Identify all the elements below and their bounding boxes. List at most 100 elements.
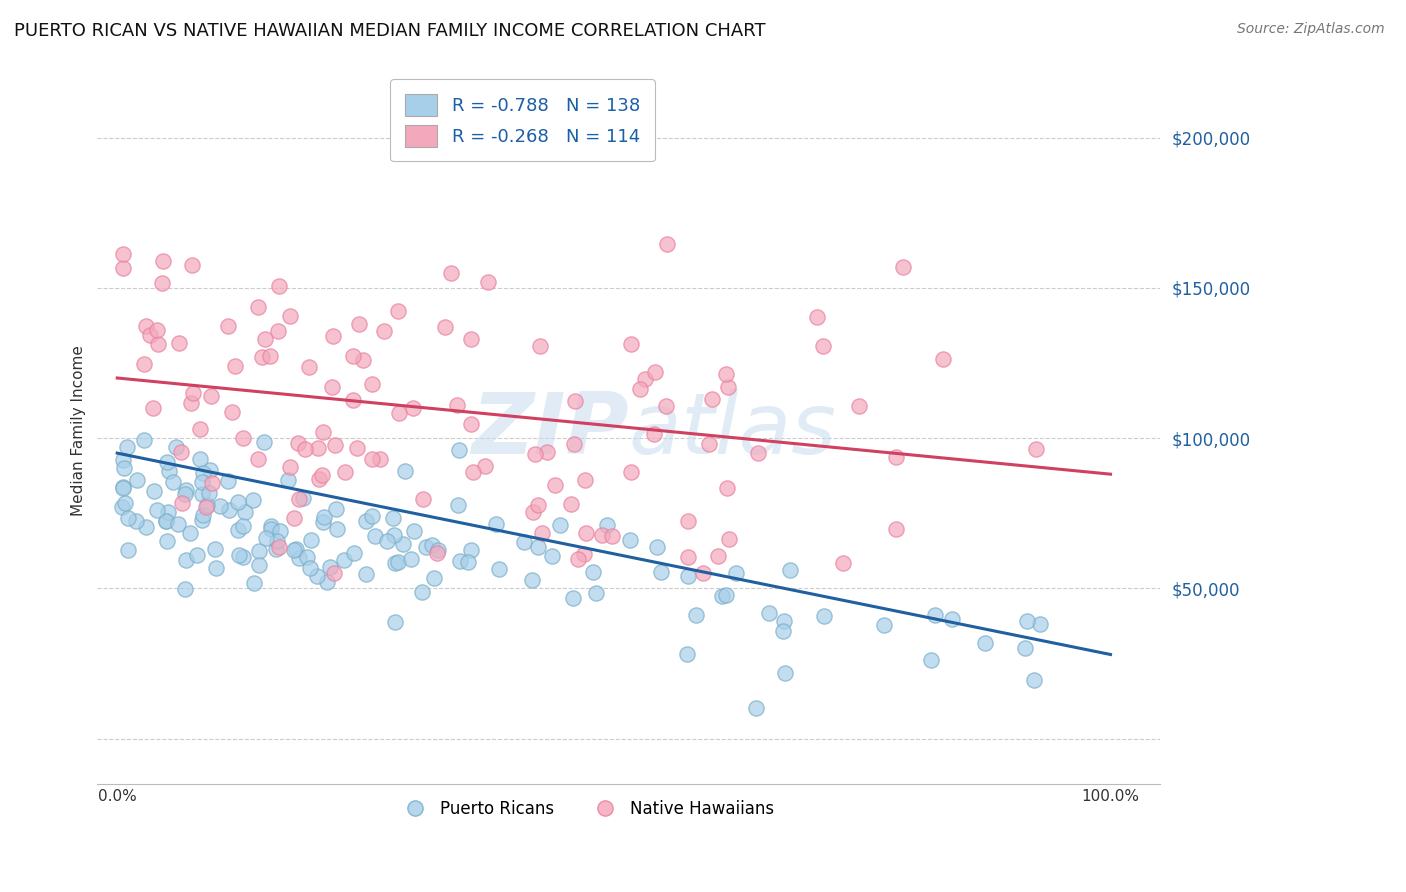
Point [156, 533, 179, 548]
Point [775, 665, 797, 680]
Point [657, 236, 679, 251]
Point [264, 542, 287, 557]
Point [308, 471, 330, 485]
Point [567, 552, 589, 566]
Point [283, 542, 305, 557]
Point [717, 380, 740, 394]
Point [460, 417, 482, 431]
Point [477, 275, 499, 289]
Point [716, 482, 738, 496]
Point [226, 523, 249, 537]
Point [676, 569, 699, 583]
Point [157, 464, 180, 478]
Point [920, 653, 942, 667]
Point [111, 261, 134, 276]
Point [111, 480, 134, 494]
Point [399, 551, 422, 566]
Point [645, 541, 668, 555]
Point [277, 473, 299, 487]
Point [644, 365, 666, 379]
Point [932, 352, 955, 367]
Point [813, 608, 835, 623]
Point [342, 349, 364, 363]
Point [125, 474, 148, 488]
Point [1025, 442, 1047, 456]
Point [724, 566, 747, 581]
Point [173, 582, 195, 596]
Point [200, 389, 222, 403]
Point [347, 317, 370, 331]
Point [758, 606, 780, 620]
Point [886, 450, 908, 464]
Point [191, 487, 214, 501]
Point [848, 399, 870, 413]
Point [174, 553, 197, 567]
Point [169, 336, 191, 351]
Point [325, 501, 347, 516]
Point [242, 493, 264, 508]
Point [278, 460, 301, 475]
Point [342, 393, 364, 408]
Point [117, 543, 139, 558]
Point [188, 452, 211, 467]
Point [522, 505, 544, 519]
Point [217, 474, 239, 488]
Point [115, 441, 138, 455]
Point [246, 300, 269, 314]
Point [650, 565, 672, 579]
Point [269, 524, 291, 539]
Point [692, 566, 714, 581]
Point [146, 323, 169, 337]
Point [321, 380, 343, 394]
Point [260, 522, 283, 536]
Point [221, 405, 243, 419]
Point [287, 436, 309, 450]
Point [217, 318, 239, 333]
Point [562, 591, 585, 605]
Point [811, 339, 834, 353]
Point [124, 514, 146, 528]
Point [474, 458, 496, 473]
Point [312, 425, 335, 440]
Point [560, 497, 582, 511]
Point [316, 575, 339, 590]
Point [353, 353, 375, 368]
Point [152, 253, 174, 268]
Point [323, 438, 346, 452]
Point [513, 534, 536, 549]
Text: PUERTO RICAN VS NATIVE HAWAIIAN MEDIAN FAMILY INCOME CORRELATION CHART: PUERTO RICAN VS NATIVE HAWAIIAN MEDIAN F… [14, 22, 766, 40]
Point [259, 349, 281, 363]
Point [112, 460, 135, 475]
Point [620, 337, 643, 351]
Point [402, 401, 425, 415]
Point [254, 532, 277, 546]
Point [655, 399, 678, 413]
Point [411, 584, 433, 599]
Point [232, 431, 254, 445]
Point [218, 502, 240, 516]
Point [387, 304, 409, 318]
Point [247, 452, 270, 467]
Point [707, 549, 730, 563]
Point [195, 498, 218, 512]
Point [208, 500, 231, 514]
Point [526, 540, 548, 554]
Point [294, 442, 316, 457]
Point [135, 520, 157, 534]
Point [155, 514, 177, 528]
Point [522, 573, 544, 587]
Point [676, 550, 699, 565]
Point [292, 491, 315, 506]
Point [585, 586, 607, 600]
Point [488, 562, 510, 576]
Point [288, 491, 311, 506]
Point [143, 483, 166, 498]
Point [634, 372, 657, 386]
Point [283, 510, 305, 524]
Point [232, 519, 254, 533]
Point [457, 555, 479, 569]
Point [685, 607, 707, 622]
Point [600, 529, 623, 543]
Point [356, 514, 378, 528]
Point [718, 532, 741, 546]
